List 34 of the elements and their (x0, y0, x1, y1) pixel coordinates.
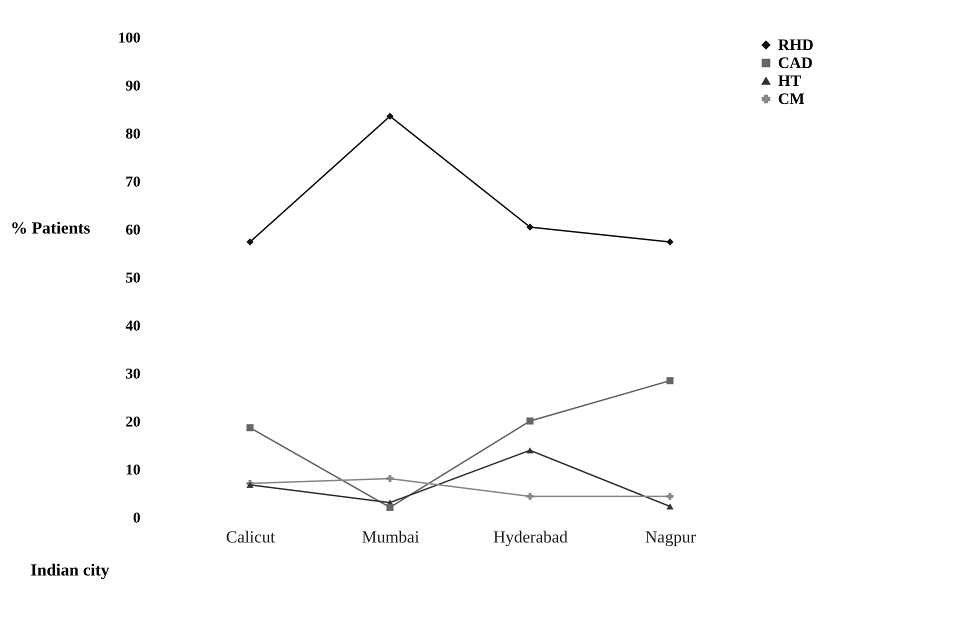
x-tick-label: Nagpur (645, 528, 696, 546)
x-tick-label: Calicut (226, 528, 276, 546)
y-tick-label: 70 (126, 174, 140, 190)
point (246, 424, 254, 432)
point (526, 492, 534, 500)
y-tick-label: 0 (133, 510, 140, 526)
y-tick-label: 40 (126, 318, 140, 334)
legend-label: RHD (778, 37, 814, 54)
y-tick-label: 30 (126, 366, 140, 382)
point (666, 492, 674, 500)
point (386, 504, 394, 511)
point (526, 417, 534, 425)
point (246, 238, 254, 246)
legend-label: CM (778, 91, 805, 108)
y-axis-title: % Patients (10, 218, 91, 238)
point (526, 224, 534, 231)
y-tick-label: 60 (126, 222, 140, 238)
y-tick-label: 100 (118, 30, 140, 46)
x-tick-label: Hyderabad (493, 528, 568, 546)
point (386, 475, 394, 482)
point (666, 238, 674, 246)
point (526, 447, 534, 454)
point (666, 503, 674, 510)
y-tick-label: 50 (126, 270, 140, 286)
y-tick-label: 80 (126, 126, 140, 142)
y-tick-label: 20 (126, 414, 140, 430)
legend-label: CAD (778, 55, 813, 72)
legend-label: HT (778, 73, 802, 90)
y-tick-label: 10 (126, 462, 140, 478)
x-tick-label: Mumbai (362, 528, 420, 546)
point (386, 112, 394, 120)
point (666, 377, 674, 384)
y-tick-label: 90 (126, 78, 140, 94)
x-axis-title: Indian city (30, 560, 110, 580)
